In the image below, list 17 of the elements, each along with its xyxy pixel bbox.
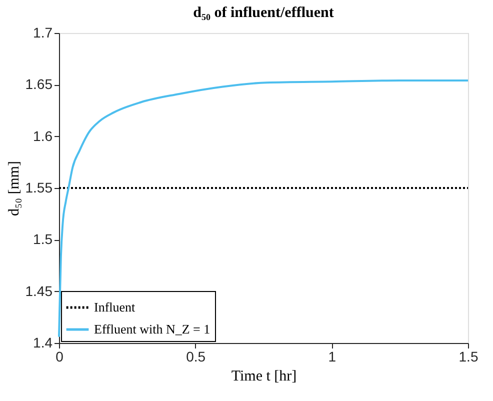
y-tick-label: 1.65	[25, 76, 53, 92]
x-tick-label: 0.5	[186, 348, 206, 364]
x-tick-label: 1	[328, 348, 336, 364]
x-axis-title: Time t [hr]	[231, 368, 297, 384]
y-tick-label: 1.6	[33, 128, 53, 144]
legend-label: Influent	[94, 300, 136, 314]
chart-title: d₅₀ of influent/effluent	[193, 5, 334, 21]
y-tick-label: 1.7	[33, 24, 53, 40]
line-series	[58, 80, 469, 338]
x-tick-label: 1.5	[458, 348, 478, 364]
x-tick-label: 0	[56, 348, 64, 364]
legend-label: Effluent with N_Z = 1	[94, 322, 210, 336]
y-tick-label: 1.45	[25, 282, 53, 299]
y-tick-label: 1.55	[25, 180, 53, 196]
y-axis-title: d₅₀ [mm]	[6, 160, 22, 216]
y-tick-label: 1.5	[33, 231, 53, 248]
y-tick-label: 1.4	[33, 334, 53, 350]
